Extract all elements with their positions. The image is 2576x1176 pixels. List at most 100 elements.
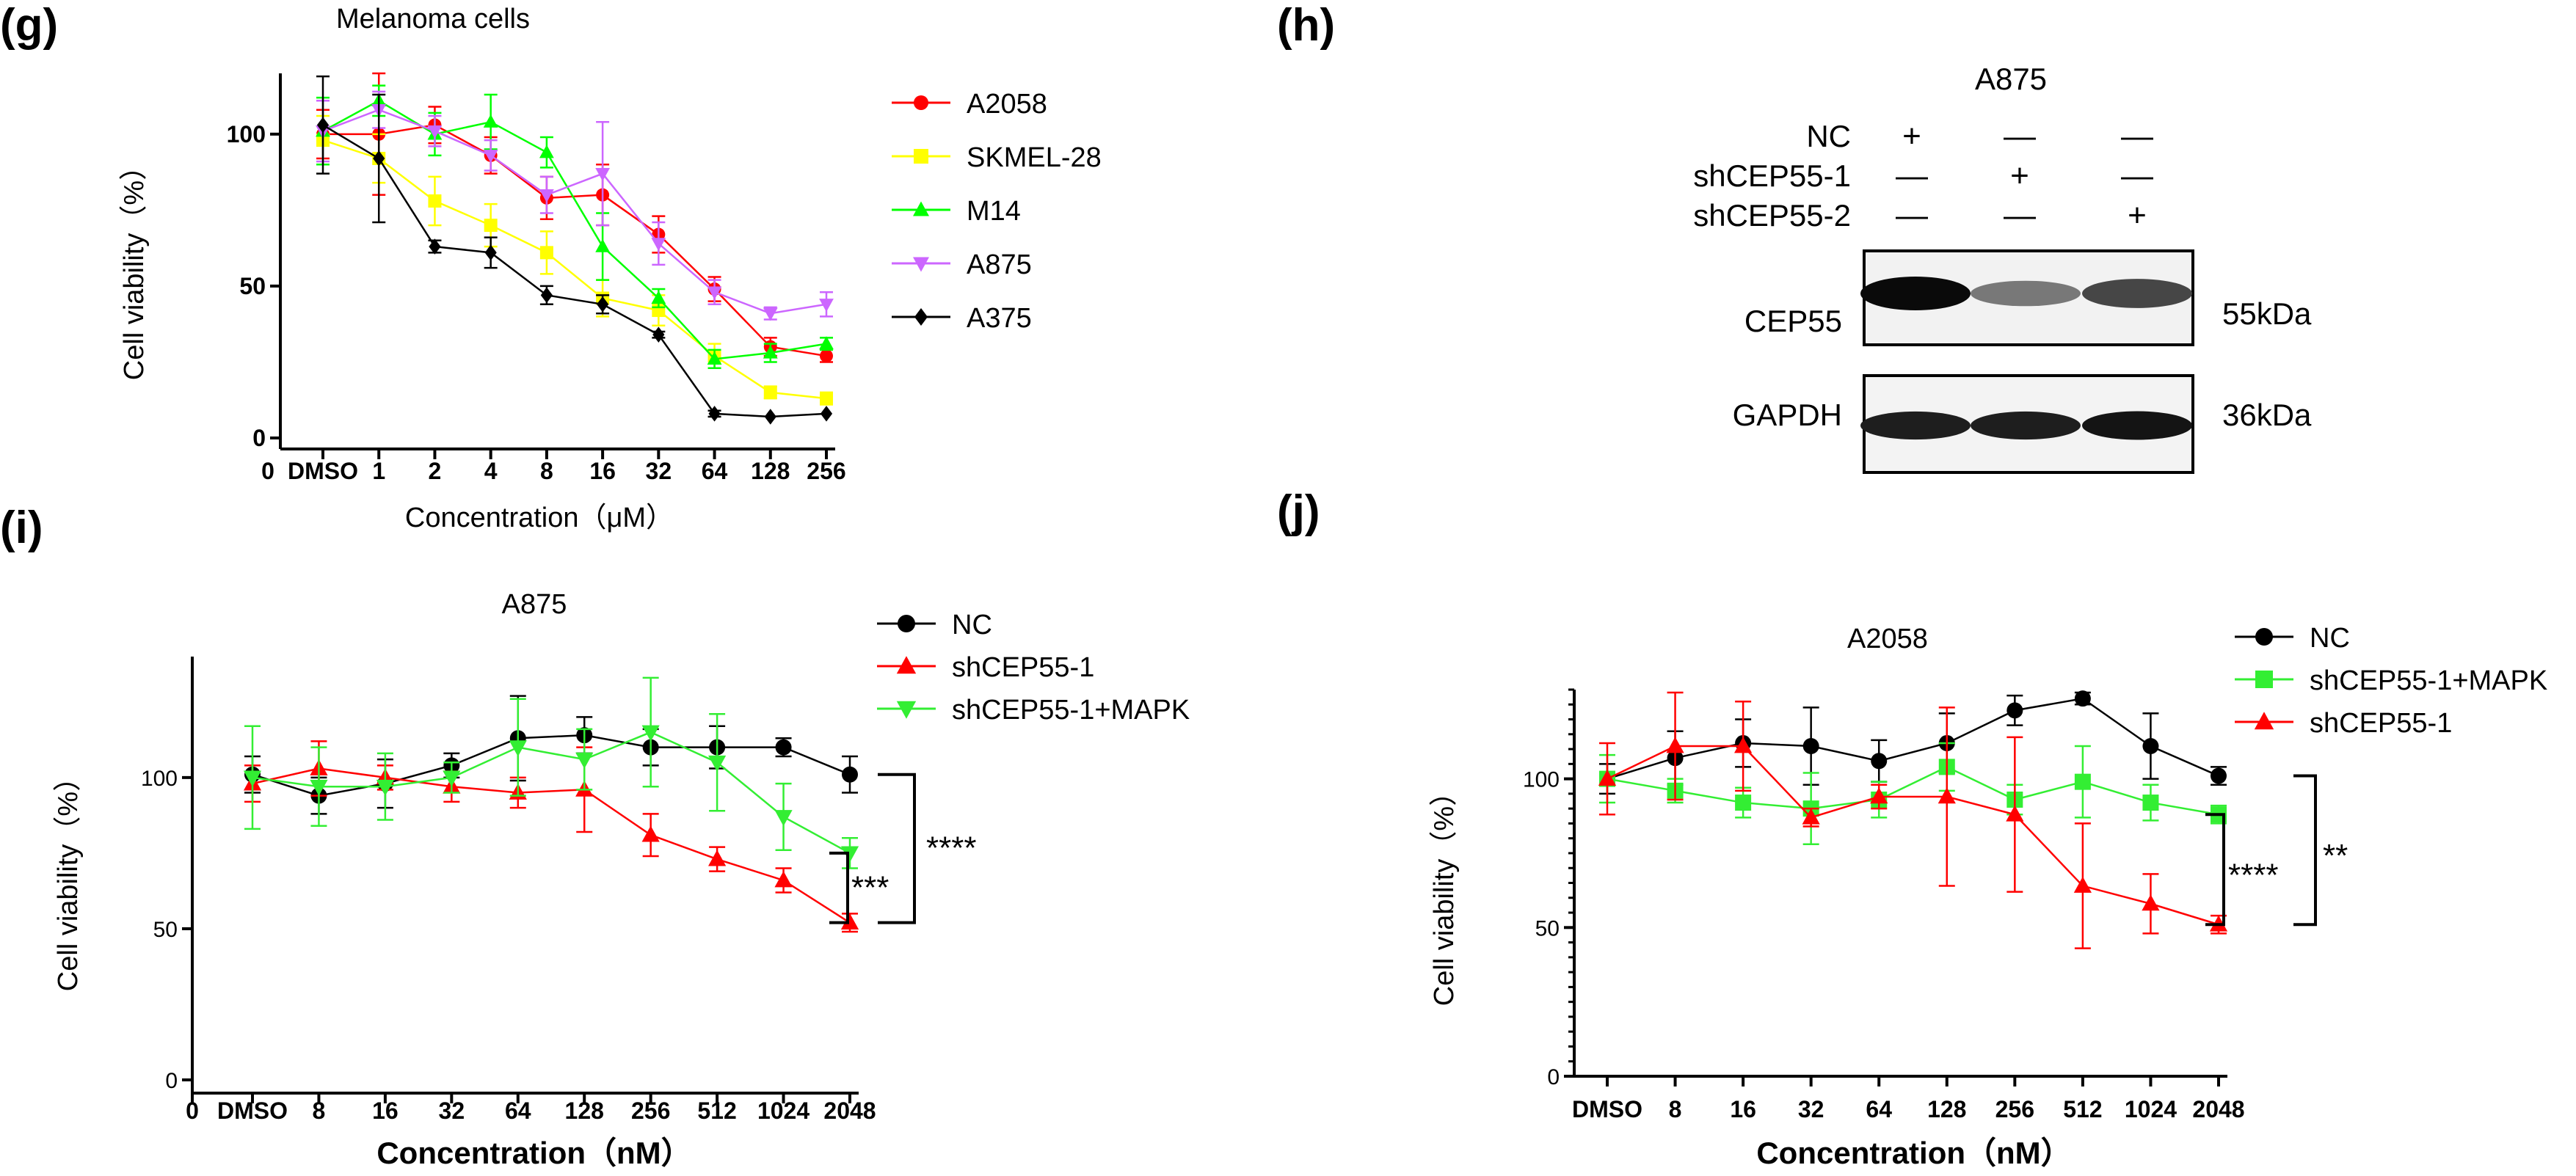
series-line: [322, 109, 827, 315]
x-tick-label: 1: [372, 458, 385, 484]
wb-condition-label: NC: [1806, 119, 1851, 153]
wb-band: [2082, 411, 2192, 440]
data-point: [539, 189, 554, 203]
series-M14: [316, 84, 834, 369]
legend-marker: [896, 656, 917, 674]
data-point: [2073, 876, 2092, 893]
x-tick-label: 16: [589, 458, 616, 484]
significance-bracket: [2293, 774, 2317, 927]
wb-condition-label: shCEP55-2: [1693, 198, 1851, 233]
data-point: [483, 114, 498, 128]
chart-j-legend: NC shCEP55-1+MAPK shCEP55-1: [2235, 623, 2547, 739]
legend-label: M14: [967, 196, 1021, 227]
x-tick-label: 32: [439, 1098, 465, 1124]
chart-g-xlabel: Concentration（μM）: [405, 503, 674, 533]
panel-label-g: (g): [0, 0, 58, 51]
wb-band: [1971, 280, 2081, 307]
data-point: [651, 238, 666, 252]
legend-marker: [913, 257, 929, 272]
x-tick-label: 2: [429, 458, 442, 484]
data-point: [764, 409, 776, 425]
wb-sign: —: [2004, 197, 2036, 233]
data-point: [820, 349, 833, 363]
legend-marker: [2255, 671, 2273, 688]
data-point: [2074, 690, 2091, 707]
chart-i-xlabel: Concentration（nM）: [376, 1136, 691, 1170]
data-point: [2006, 805, 2024, 822]
wb-band: [1860, 277, 1971, 310]
x-tick-label: 64: [1866, 1096, 1892, 1122]
data-point: [775, 739, 792, 756]
data-point: [428, 194, 442, 208]
data-point: [376, 779, 394, 796]
legend-label: A2058: [967, 89, 1047, 120]
legend-marker: [913, 201, 929, 216]
significance-label: ****: [2228, 857, 2279, 893]
series-shCEP55-1: [243, 740, 859, 933]
chart-g-plot: 0 50 100 DMSO 1 2 4 8 16 32 64 128 256: [227, 72, 846, 484]
legend-label: shCEP55-1: [2310, 708, 2452, 739]
y-tick-label: 0: [165, 1069, 178, 1093]
x-tick-label: 8: [1669, 1096, 1682, 1122]
x-tick-label: 1024: [2125, 1096, 2177, 1122]
series-line: [252, 731, 851, 854]
x-tick-label: 256: [807, 458, 845, 484]
wb-sign: +: [2010, 158, 2029, 194]
series-A2058: [316, 72, 833, 363]
x-tick-label: 2048: [2192, 1096, 2244, 1122]
series-shCEP55-1: [1598, 691, 2228, 949]
legend-marker: [914, 308, 928, 326]
y-tick-label: 50: [1535, 916, 1560, 941]
data-point: [840, 846, 859, 863]
data-point: [1802, 738, 1819, 755]
x-tick-label: 8: [313, 1098, 326, 1124]
legend-marker: [2254, 712, 2274, 730]
data-point: [484, 219, 498, 233]
data-point: [763, 385, 777, 399]
wb-sign: —: [2121, 158, 2153, 194]
data-point: [1666, 737, 1684, 753]
y-tick-label: 0: [252, 425, 266, 451]
chart-j-ylabel: Cell viability（%）: [1429, 778, 1460, 1006]
legend-marker: [896, 701, 917, 719]
data-point: [641, 725, 660, 742]
significance-label: ****: [926, 830, 977, 866]
x-tick-label: 32: [1798, 1096, 1824, 1122]
data-point: [840, 913, 859, 930]
x-tick-label: 256: [631, 1098, 670, 1124]
panel-label-i: (i): [0, 503, 43, 553]
x-tick-label: 16: [372, 1098, 399, 1124]
wb-protein-label: GAPDH: [1733, 398, 1842, 432]
legend-label: shCEP55-1+MAPK: [2310, 665, 2547, 696]
series-line: [1607, 697, 2219, 780]
data-point: [539, 145, 554, 158]
x-tick-label: 512: [697, 1098, 736, 1124]
chart-i-legend: NC shCEP55-1 shCEP55-1+MAPK: [877, 610, 1190, 726]
data-point: [707, 351, 722, 365]
chart-i-ylabel: Cell viability（%）: [53, 764, 84, 991]
data-point: [707, 286, 722, 300]
data-point: [820, 392, 833, 406]
series-A375: [316, 75, 833, 425]
chart-i-title: A875: [502, 589, 567, 620]
series-line: [322, 139, 827, 400]
data-point: [310, 779, 328, 796]
legend-label: A875: [967, 249, 1032, 280]
data-point: [708, 406, 721, 422]
y-tick-label: 100: [227, 121, 266, 147]
chart-g-legend: A2058 SKMEL-28 M14 A875 A375: [892, 89, 1102, 334]
data-point: [651, 291, 666, 304]
x-tick-label: DMSO: [217, 1098, 288, 1124]
panel-label-j: (j): [1277, 486, 1320, 537]
data-point: [819, 336, 834, 350]
wb-size-label: 55kDa: [2222, 296, 2312, 331]
chart-g-ylabel: Cell viability（%）: [119, 153, 150, 380]
x-tick-label: 64: [505, 1098, 531, 1124]
x-tick-label: DMSO: [288, 458, 358, 484]
data-point: [1802, 808, 1820, 825]
data-point: [819, 299, 834, 313]
data-point: [1871, 753, 1888, 770]
legend-marker: [2255, 628, 2273, 646]
legend-label: NC: [952, 610, 992, 640]
